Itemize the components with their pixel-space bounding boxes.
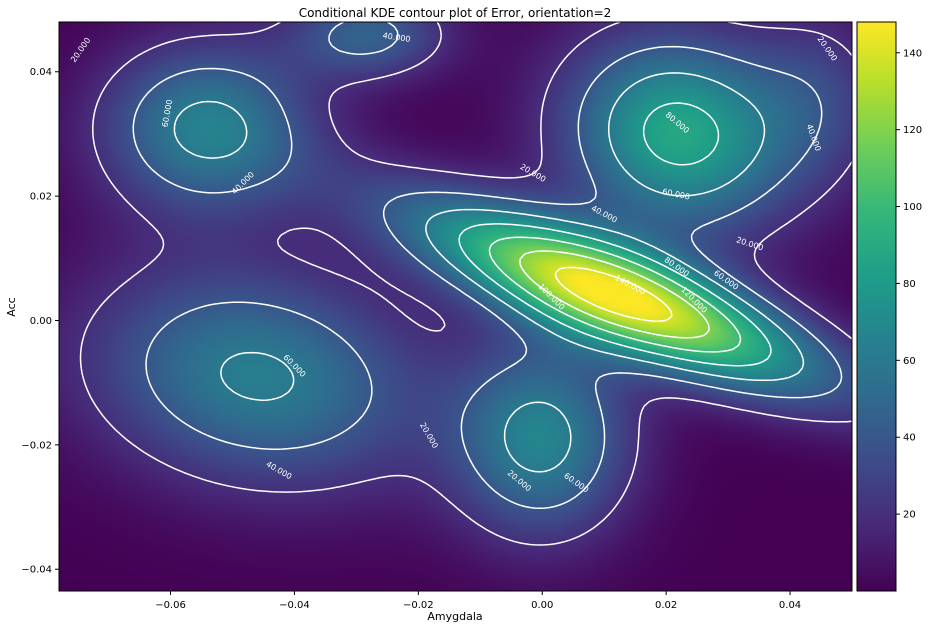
x-tick-label: −0.04 bbox=[279, 600, 310, 611]
density-heatmap bbox=[59, 22, 852, 591]
colorbar-tick-label: 40 bbox=[903, 433, 916, 444]
colorbar-axis: 20 40 60 80 100 120 140 bbox=[896, 48, 922, 521]
x-axis-label: Amygdala bbox=[427, 610, 482, 623]
contour-line-100 bbox=[488, 236, 742, 353]
colorbar-tick-label: 100 bbox=[903, 202, 922, 213]
chart-title: Conditional KDE contour plot of Error, o… bbox=[299, 6, 612, 20]
y-axis-label: Acc bbox=[5, 297, 18, 316]
x-tick-label: −0.06 bbox=[155, 600, 186, 611]
x-tick-label: 0.02 bbox=[655, 600, 677, 611]
x-axis: −0.06 −0.04 −0.02 0.00 0.02 0.04 bbox=[155, 591, 801, 611]
colorbar bbox=[857, 22, 896, 591]
colorbar-tick-label: 60 bbox=[903, 356, 916, 367]
contour-line-40 bbox=[132, 21, 843, 510]
x-tick-label: −0.02 bbox=[403, 600, 434, 611]
contour-line-80 bbox=[458, 102, 772, 367]
contour-line-20 bbox=[79, 21, 853, 546]
contour-line-120 bbox=[519, 250, 710, 339]
colorbar-tick-label: 120 bbox=[903, 125, 922, 136]
x-tick-label: 0.04 bbox=[779, 600, 801, 611]
colorbar-frame bbox=[856, 21, 897, 592]
plot-frame bbox=[58, 21, 853, 592]
y-tick-label: −0.04 bbox=[21, 565, 52, 576]
contour-line-140 bbox=[554, 266, 673, 322]
colorbar-tick-label: 140 bbox=[903, 48, 922, 59]
y-axis: −0.04 −0.02 0.00 0.02 0.04 bbox=[21, 67, 59, 576]
y-tick-label: 0.00 bbox=[30, 316, 52, 327]
y-tick-label: −0.02 bbox=[21, 440, 52, 451]
colorbar-tick-label: 20 bbox=[903, 510, 916, 521]
contour-lines bbox=[79, 21, 853, 546]
x-tick-label: 0.00 bbox=[531, 600, 553, 611]
contour-line-60 bbox=[173, 72, 805, 473]
y-tick-label: 0.04 bbox=[30, 67, 52, 78]
colorbar-tick-label: 80 bbox=[903, 279, 916, 290]
contour-label: 40.000 bbox=[382, 31, 411, 44]
y-tick-label: 0.02 bbox=[30, 192, 52, 203]
